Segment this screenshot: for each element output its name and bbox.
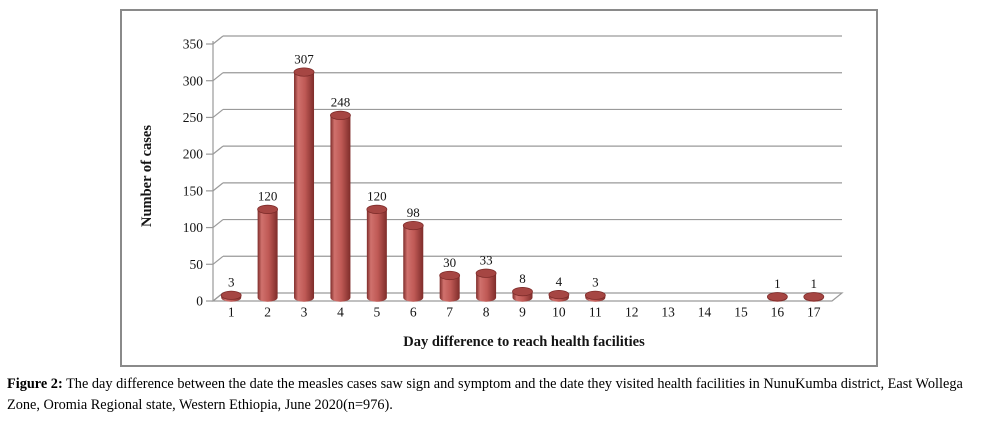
bar-top: [512, 287, 533, 297]
bar-top: [366, 204, 388, 214]
bar: [257, 209, 278, 302]
figure-caption: Figure 2: The day difference between the…: [7, 374, 993, 415]
bar-value-label: 1: [811, 276, 818, 291]
bar-top: [584, 290, 606, 300]
y-tick-label: 150: [183, 183, 204, 198]
bar-value-label: 98: [407, 205, 420, 220]
bar-top: [475, 268, 497, 278]
x-tick-label: 17: [807, 305, 821, 320]
bar: [294, 72, 315, 302]
bar-value-label: 120: [258, 189, 278, 204]
bar-value-label: 3: [592, 275, 599, 290]
bar: [439, 275, 460, 302]
bar-value-label: 307: [294, 51, 314, 66]
y-tick-label: 250: [183, 110, 204, 125]
bar-value-label: 30: [443, 255, 456, 270]
floor: [211, 292, 844, 302]
y-tick-diagonal: [212, 108, 224, 118]
x-tick-label: 2: [264, 305, 271, 320]
x-tick-label: 12: [625, 305, 639, 320]
y-tick-label: 100: [183, 220, 204, 235]
x-tick-label: 13: [661, 305, 675, 320]
y-tick-diagonal: [212, 255, 224, 265]
y-tick-label: 350: [183, 37, 204, 52]
y-tick-diagonal: [212, 72, 224, 82]
y-tick-label: 0: [196, 294, 203, 309]
bar: [366, 209, 387, 302]
x-tick-label: 7: [446, 305, 453, 320]
x-tick-label: 8: [483, 305, 490, 320]
y-tick-diagonal: [212, 219, 224, 229]
bar-top: [439, 270, 461, 281]
x-tick-label: 16: [771, 305, 785, 320]
bar-value-label: 8: [519, 271, 526, 286]
bar: [403, 225, 424, 302]
y-tick-diagonal: [212, 182, 224, 192]
x-tick-label: 3: [301, 305, 308, 320]
x-tick-label: 4: [337, 305, 344, 320]
x-tick-label: 14: [698, 305, 712, 320]
y-tick-diagonal: [212, 35, 224, 45]
bar-top: [293, 67, 315, 77]
bar-value-label: 120: [367, 189, 387, 204]
x-axis-title: Day difference to reach health facilitie…: [403, 334, 645, 350]
x-tick-label: 5: [373, 305, 380, 320]
x-tick-label: 11: [589, 305, 602, 320]
x-tick-label: 15: [734, 305, 748, 320]
y-tick-label: 50: [190, 257, 204, 272]
bar-value-label: 3: [228, 275, 235, 290]
bar-top: [330, 110, 351, 120]
figure-caption-text: The day difference between the date the …: [7, 376, 963, 413]
bar-value-label: 4: [556, 274, 563, 289]
bar-top: [257, 204, 279, 214]
x-tick-label: 9: [519, 305, 526, 320]
chart-border: [120, 9, 878, 367]
bar: [476, 273, 497, 302]
bar-top: [548, 289, 570, 300]
bar-top: [803, 292, 825, 302]
bar-value-label: 1: [774, 276, 781, 291]
x-tick-label: 10: [552, 305, 566, 320]
bar: [330, 115, 351, 302]
y-tick-label: 300: [183, 73, 204, 88]
bar-value-label: 248: [331, 95, 351, 110]
x-tick-label: 1: [228, 305, 235, 320]
x-tick-label: 6: [410, 305, 417, 320]
y-axis-title: Number of cases: [139, 125, 155, 227]
bar-top: [402, 220, 424, 231]
bar-top: [220, 290, 242, 300]
figure-caption-label: Figure 2:: [7, 376, 63, 392]
bar-top: [766, 292, 788, 302]
bar-value-label: 33: [480, 253, 493, 268]
y-tick-label: 200: [183, 147, 204, 162]
y-tick-diagonal: [212, 145, 224, 155]
